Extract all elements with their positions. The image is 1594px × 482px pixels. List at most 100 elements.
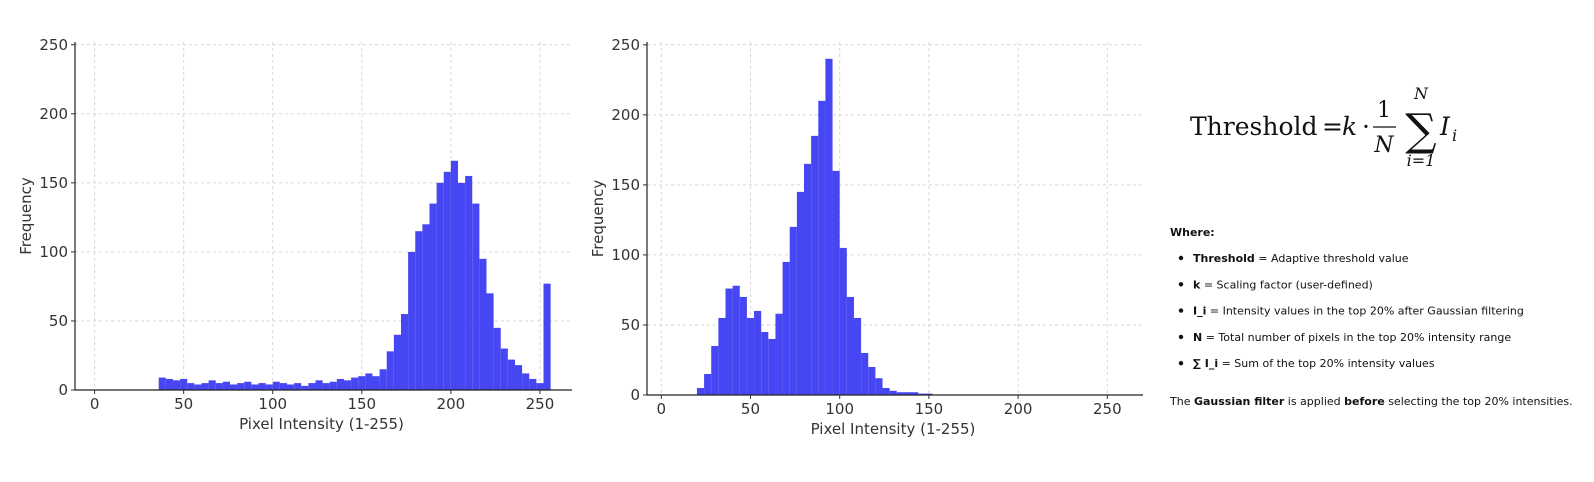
note-text: = Adaptive threshold value bbox=[1255, 252, 1409, 265]
formula-k: k bbox=[1342, 112, 1357, 141]
note-item: Threshold = Adaptive threshold value bbox=[1193, 252, 1409, 265]
bar bbox=[372, 376, 380, 390]
formula-term-sub: i bbox=[1452, 126, 1457, 145]
formula-numerator: 1 bbox=[1377, 98, 1391, 123]
bar bbox=[436, 182, 444, 390]
bar bbox=[229, 384, 238, 390]
note-item: I_i = Intensity values in the top 20% af… bbox=[1193, 305, 1524, 318]
bar bbox=[415, 231, 423, 390]
y-tick-label: 100 bbox=[39, 243, 68, 261]
x-axis-label: Pixel Intensity (1-255) bbox=[811, 420, 976, 438]
bar bbox=[272, 381, 280, 390]
bar bbox=[775, 313, 783, 395]
bullet bbox=[1178, 308, 1184, 313]
bar bbox=[875, 378, 883, 395]
bar bbox=[896, 392, 904, 395]
notes: Where: Threshold = Adaptive threshold va… bbox=[1169, 226, 1573, 408]
x-tick-label: 150 bbox=[347, 395, 376, 413]
bar bbox=[279, 383, 287, 390]
bar bbox=[400, 314, 409, 390]
bar bbox=[918, 393, 926, 395]
histogram-chart: 0 50 100 150 200 250 0 50 100 150 200 250 Pixel Inte… bbox=[589, 36, 1143, 438]
y-tick-label: 0 bbox=[630, 386, 640, 404]
bar bbox=[450, 160, 458, 390]
bar bbox=[322, 383, 330, 390]
notes-footer: The Gaussian filter is applied before se… bbox=[1169, 395, 1573, 408]
formula-sum-upper: N bbox=[1413, 84, 1429, 103]
bar bbox=[804, 163, 812, 395]
x-tick-label: 200 bbox=[437, 395, 466, 413]
formula-sum-lower: i=1 bbox=[1407, 151, 1436, 170]
footer-part: Gaussian filter bbox=[1194, 395, 1285, 408]
bar bbox=[846, 296, 854, 395]
bar bbox=[457, 182, 466, 390]
y-axis-label: Frequency bbox=[589, 180, 607, 258]
bar bbox=[818, 100, 826, 395]
bullet bbox=[1178, 282, 1184, 287]
bar bbox=[336, 378, 344, 390]
bar bbox=[493, 327, 501, 390]
y-axis-label: Frequency bbox=[17, 177, 35, 255]
x-tick-label: 0 bbox=[656, 400, 666, 418]
bar bbox=[732, 285, 740, 395]
bar bbox=[393, 334, 401, 390]
bar bbox=[811, 135, 819, 395]
formula-lhs: Threshold bbox=[1190, 112, 1318, 141]
bar bbox=[746, 317, 755, 395]
note-item: k = Scaling factor (user-defined) bbox=[1193, 278, 1373, 291]
bar bbox=[696, 387, 705, 395]
bar bbox=[514, 365, 523, 390]
bar bbox=[408, 251, 416, 390]
x-tick-label: 100 bbox=[258, 395, 287, 413]
bar bbox=[201, 383, 209, 390]
bar bbox=[529, 378, 537, 390]
note-item: ∑ I_i = Sum of the top 20% intensity val… bbox=[1193, 357, 1435, 370]
formula-dot: · bbox=[1362, 112, 1370, 141]
bar bbox=[704, 373, 712, 395]
bar bbox=[465, 175, 473, 390]
x-tick-label: 100 bbox=[825, 400, 854, 418]
bar bbox=[351, 377, 359, 390]
note-term: k bbox=[1193, 278, 1201, 291]
bar bbox=[315, 380, 323, 390]
bullet bbox=[1178, 361, 1184, 366]
note-term: Threshold bbox=[1193, 252, 1255, 265]
bar bbox=[861, 352, 869, 395]
bar bbox=[925, 393, 933, 395]
x-tick-label: 50 bbox=[741, 400, 760, 418]
x-tick-label: 250 bbox=[1093, 400, 1122, 418]
bar bbox=[796, 191, 805, 395]
footer-part: before bbox=[1344, 395, 1385, 408]
bar bbox=[237, 383, 245, 390]
bar bbox=[294, 383, 302, 390]
bar bbox=[308, 383, 316, 390]
x-tick-label: 0 bbox=[90, 395, 100, 413]
bar bbox=[301, 385, 309, 390]
y-tick-label: 250 bbox=[39, 36, 68, 54]
bar bbox=[832, 170, 840, 395]
bar bbox=[244, 381, 252, 390]
bar bbox=[194, 384, 202, 390]
x-tick-label: 50 bbox=[174, 395, 193, 413]
formula-equals: = bbox=[1322, 112, 1343, 141]
bar bbox=[522, 373, 530, 390]
footer-part: is applied bbox=[1284, 395, 1344, 408]
bar bbox=[472, 203, 480, 390]
bar bbox=[911, 392, 919, 395]
x-axis-label: Pixel Intensity (1-255) bbox=[239, 415, 404, 433]
bar bbox=[507, 359, 515, 390]
x-tick-label: 250 bbox=[526, 395, 555, 413]
formula-term: I bbox=[1439, 112, 1451, 141]
x-tick-label: 200 bbox=[1004, 400, 1033, 418]
y-tick-label: 150 bbox=[611, 176, 640, 194]
note-term: ∑ I_i bbox=[1193, 357, 1218, 370]
charts: 0 50 100 150 200 250 0 50 100 150 200 250 Pixel Inte… bbox=[17, 36, 1143, 438]
y-tick-label: 100 bbox=[611, 246, 640, 264]
bar bbox=[422, 224, 430, 390]
footer-part: The bbox=[1169, 395, 1194, 408]
bar bbox=[889, 390, 897, 395]
bar bbox=[222, 381, 230, 390]
footer-part: selecting the top 20% intensities. bbox=[1385, 395, 1573, 408]
y-tick-label: 0 bbox=[58, 381, 68, 399]
note-text: = Intensity values in the top 20% after … bbox=[1206, 305, 1523, 318]
